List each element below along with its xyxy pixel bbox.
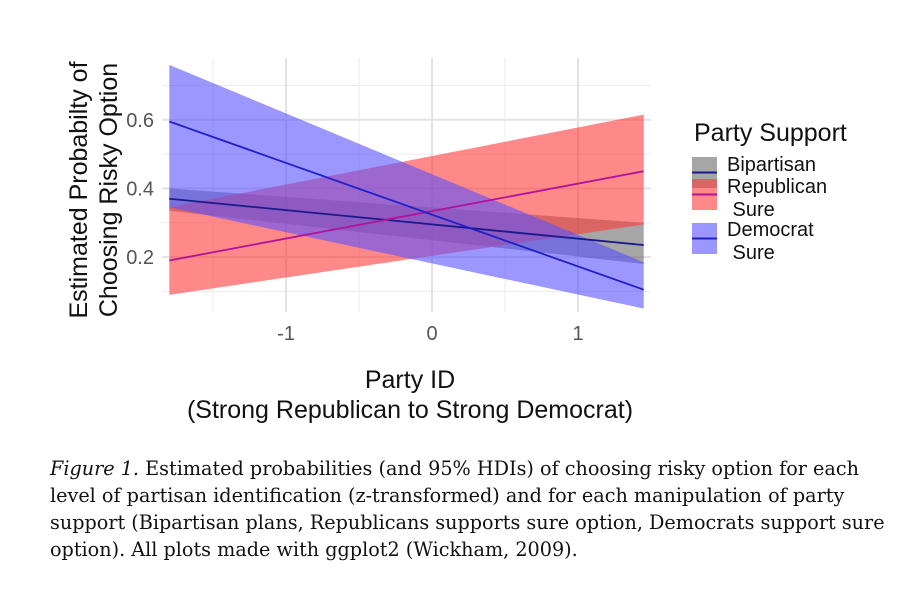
legend-title: Party Support — [694, 119, 847, 147]
x-axis-label-line-1: Party ID — [365, 366, 455, 394]
y-tick-label: 0.2 — [126, 247, 154, 269]
legend-label-republican: Sure — [727, 199, 775, 221]
caption-figure-label: Figure 1. — [50, 457, 140, 480]
caption-text: Estimated probabilities (and 95% HDIs) o… — [50, 457, 885, 561]
x-tick-label: 0 — [426, 323, 437, 345]
x-tick-label: -1 — [277, 323, 295, 345]
y-axis-label-line-2: Choosing Risky Option — [95, 63, 123, 317]
x-tick-label: 1 — [572, 323, 583, 345]
y-tick-label: 0.6 — [126, 110, 154, 132]
y-tick-label: 0.4 — [126, 178, 154, 200]
fit-line-democrat — [168, 120, 645, 291]
figure-caption: Figure 1. Estimated probabilities (and 9… — [50, 455, 890, 563]
y-axis-label-line-1: Estimated Probabilty of — [65, 61, 93, 318]
chart: -1 0 1 0.2 0.4 0.6 Estimated Probabilty of Ch… — [65, 58, 847, 424]
fit-lines — [168, 120, 645, 291]
legend-label-democrat: Democrat — [727, 219, 814, 241]
fit-line-bipartisan — [169, 197, 644, 246]
x-axis-label-line-2: (Strong Republican to Strong Democrat) — [187, 396, 633, 424]
axis-ticks: -1 0 1 0.2 0.4 0.6 — [126, 110, 583, 345]
legend-label-democrat: Sure — [727, 242, 775, 264]
legend-label-republican: Republican — [727, 176, 827, 198]
legend-label-bipartisan: Bipartisan — [727, 154, 816, 176]
fit-line-republican — [169, 170, 644, 262]
